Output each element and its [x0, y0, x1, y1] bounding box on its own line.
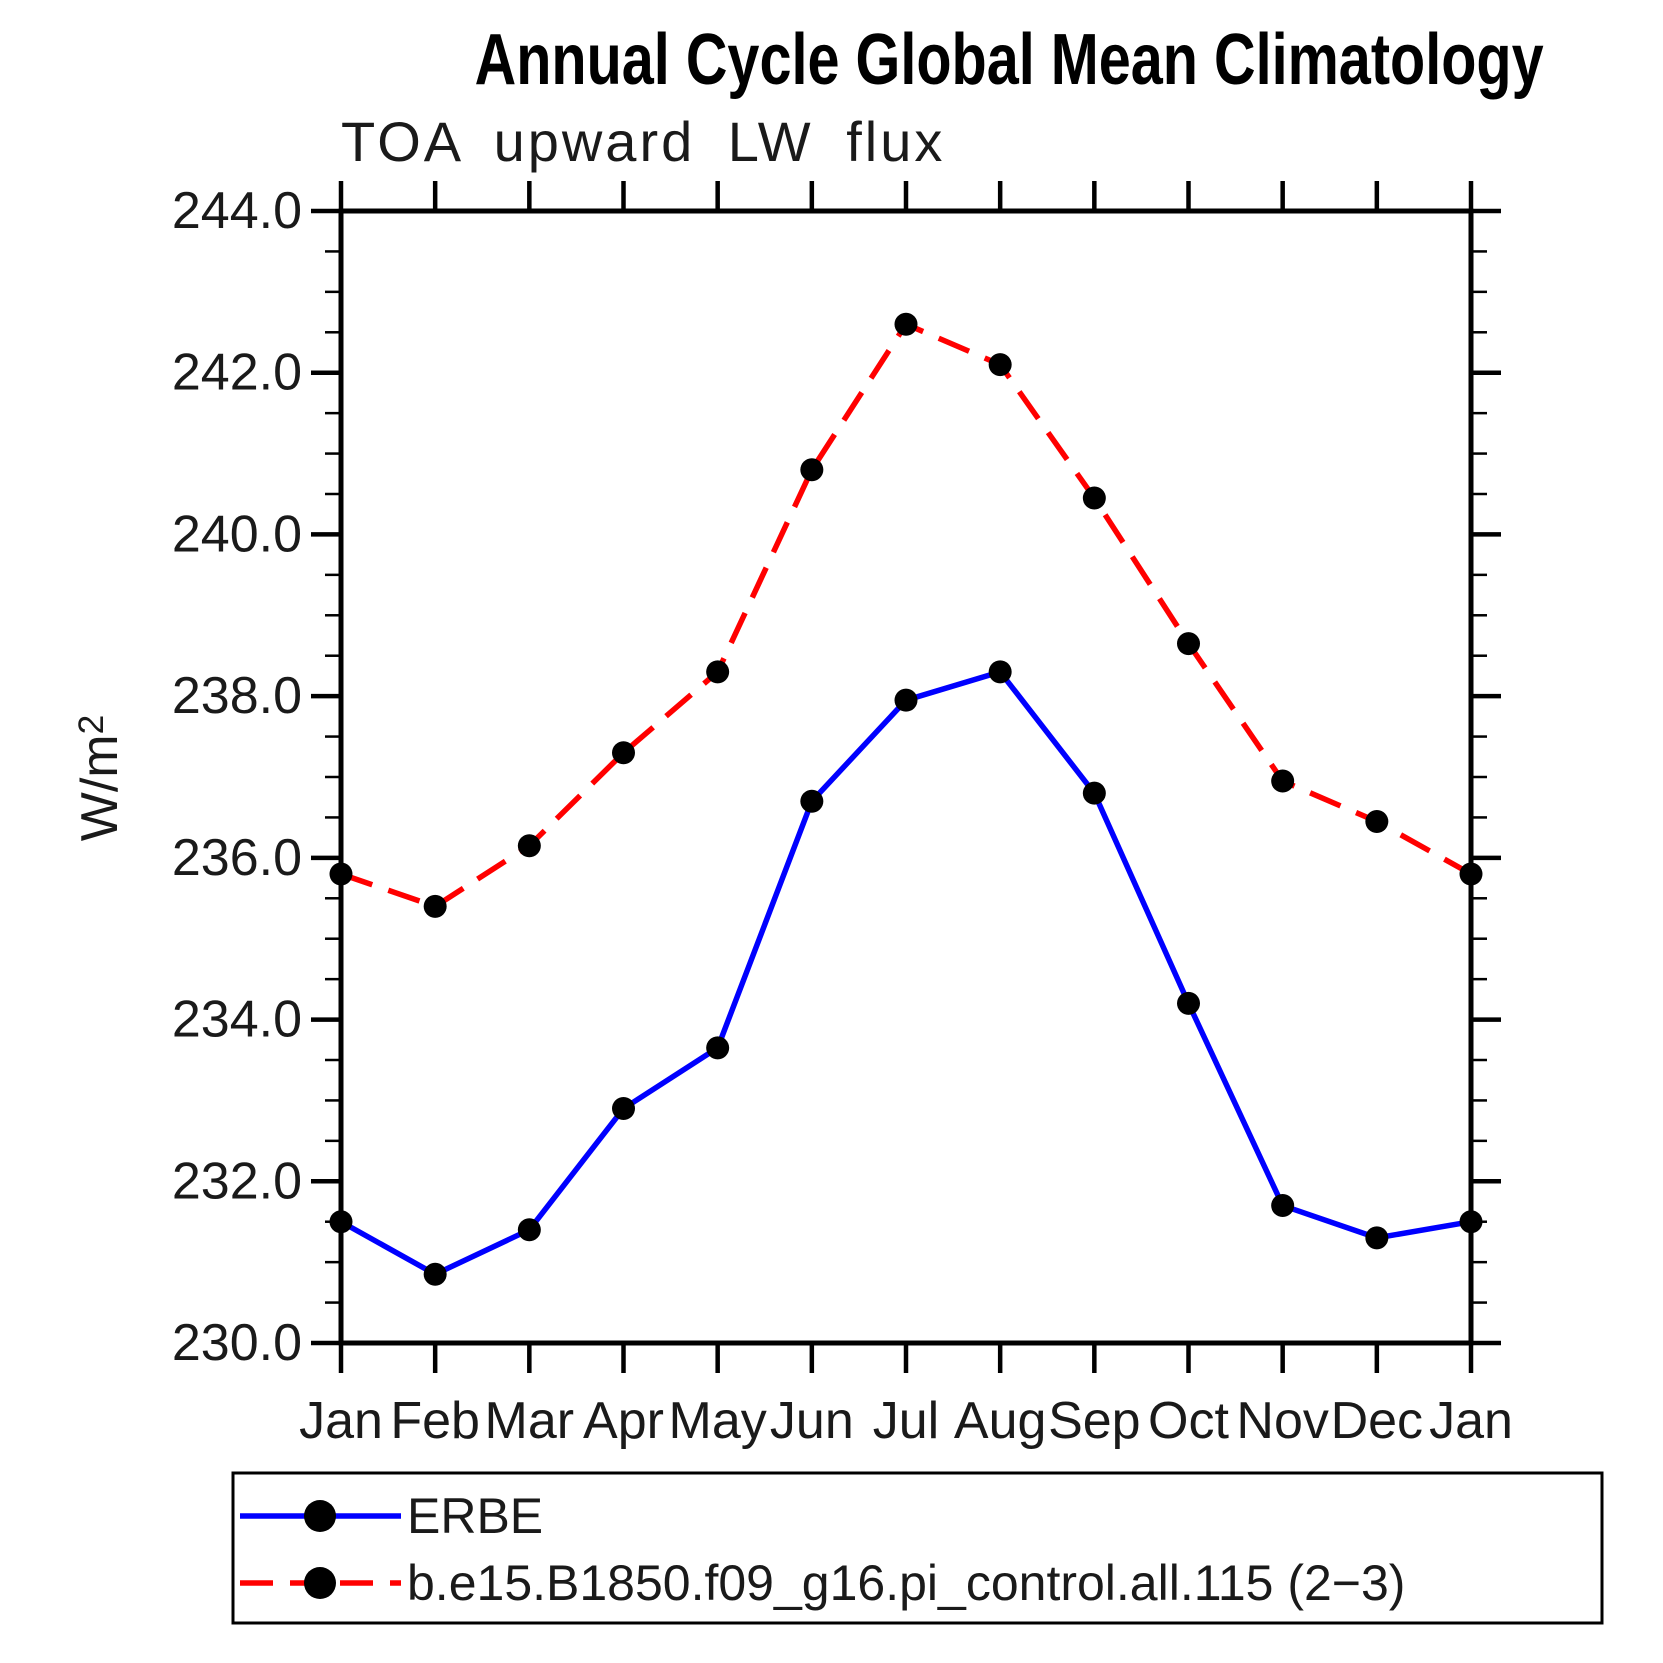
data-point-series-1	[329, 862, 353, 886]
data-point-series-0	[1271, 1194, 1295, 1218]
chart-subtitle: TOA upward LW flux	[341, 110, 946, 173]
data-point-series-1	[1271, 769, 1295, 793]
legend-entry-erbe: ERBE	[240, 1488, 543, 1544]
legend-marker-dot	[304, 1500, 336, 1532]
chart-title: Annual Cycle Global Mean Climatology	[341, 24, 1544, 96]
data-point-series-0	[1365, 1226, 1389, 1250]
data-point-series-1	[706, 660, 730, 684]
x-tick-label: Oct	[1148, 1392, 1229, 1450]
data-point-series-1	[988, 353, 1012, 377]
legend: ERBE b.e15.B1850.f09_g16.pi_control.all.…	[231, 1471, 1604, 1625]
data-point-series-1	[894, 312, 918, 336]
y-tick-label: 244.0	[172, 182, 302, 240]
data-point-series-0	[894, 688, 918, 712]
data-point-series-0	[423, 1262, 447, 1286]
x-tick-label: Mar	[485, 1392, 575, 1450]
y-tick-label: 234.0	[172, 991, 302, 1049]
data-point-series-1	[517, 834, 541, 858]
data-point-series-1	[1365, 809, 1389, 833]
data-point-series-0	[612, 1097, 635, 1121]
x-tick-label: Aug	[954, 1392, 1047, 1450]
data-point-series-0	[706, 1036, 730, 1060]
data-point-series-0	[988, 660, 1012, 684]
y-tick-label: 242.0	[172, 344, 302, 402]
x-tick-label: Sep	[1048, 1392, 1141, 1450]
x-tick-label: Feb	[390, 1392, 480, 1450]
legend-label-erbe: ERBE	[407, 1488, 543, 1544]
y-tick-label: 236.0	[172, 829, 302, 887]
data-point-series-0	[800, 789, 824, 813]
legend-label-model: b.e15.B1850.f09_g16.pi_control.all.115 (…	[407, 1555, 1405, 1611]
data-point-series-1	[1082, 486, 1106, 510]
x-tick-label: Jun	[770, 1392, 854, 1450]
y-tick-label: 240.0	[172, 505, 302, 563]
legend-entry-model: b.e15.B1850.f09_g16.pi_control.all.115 (…	[240, 1555, 1405, 1611]
plot-frame	[338, 208, 1474, 1346]
x-tick-label: Jan	[299, 1392, 383, 1450]
data-point-series-0	[517, 1218, 541, 1242]
chart-title-text: Annual Cycle Global Mean Climatology	[474, 20, 1544, 100]
legend-box	[231, 1471, 1604, 1625]
data-point-series-1	[1177, 632, 1200, 656]
plot-generated: 244.0 242.0 240.0 238.0 236.0 234.0 232.0 230.0…	[172, 181, 1513, 1450]
data-point-series-0	[1459, 1210, 1483, 1234]
y-tick-label: 230.0	[172, 1314, 302, 1372]
x-tick-label: May	[669, 1392, 767, 1450]
x-tick-label: Apr	[583, 1392, 664, 1450]
x-tick-label: Nov	[1236, 1392, 1328, 1450]
x-tick-label: Jul	[873, 1392, 939, 1450]
data-point-series-0	[1177, 991, 1200, 1015]
data-point-series-0	[329, 1210, 353, 1234]
data-point-series-1	[1459, 862, 1483, 886]
series-line-0	[339, 669, 1472, 1278]
x-tick-label: Dec	[1331, 1392, 1423, 1450]
legend-marker-dot	[304, 1567, 336, 1599]
series-line-1	[340, 321, 1473, 910]
data-point-series-1	[612, 741, 635, 765]
data-point-series-1	[423, 894, 447, 918]
x-tick-label: Jan	[1429, 1392, 1513, 1450]
y-tick-label: 232.0	[172, 1152, 302, 1210]
data-point-series-0	[1082, 781, 1106, 805]
data-point-series-1	[800, 458, 824, 482]
y-tick-label: 238.0	[172, 667, 302, 725]
